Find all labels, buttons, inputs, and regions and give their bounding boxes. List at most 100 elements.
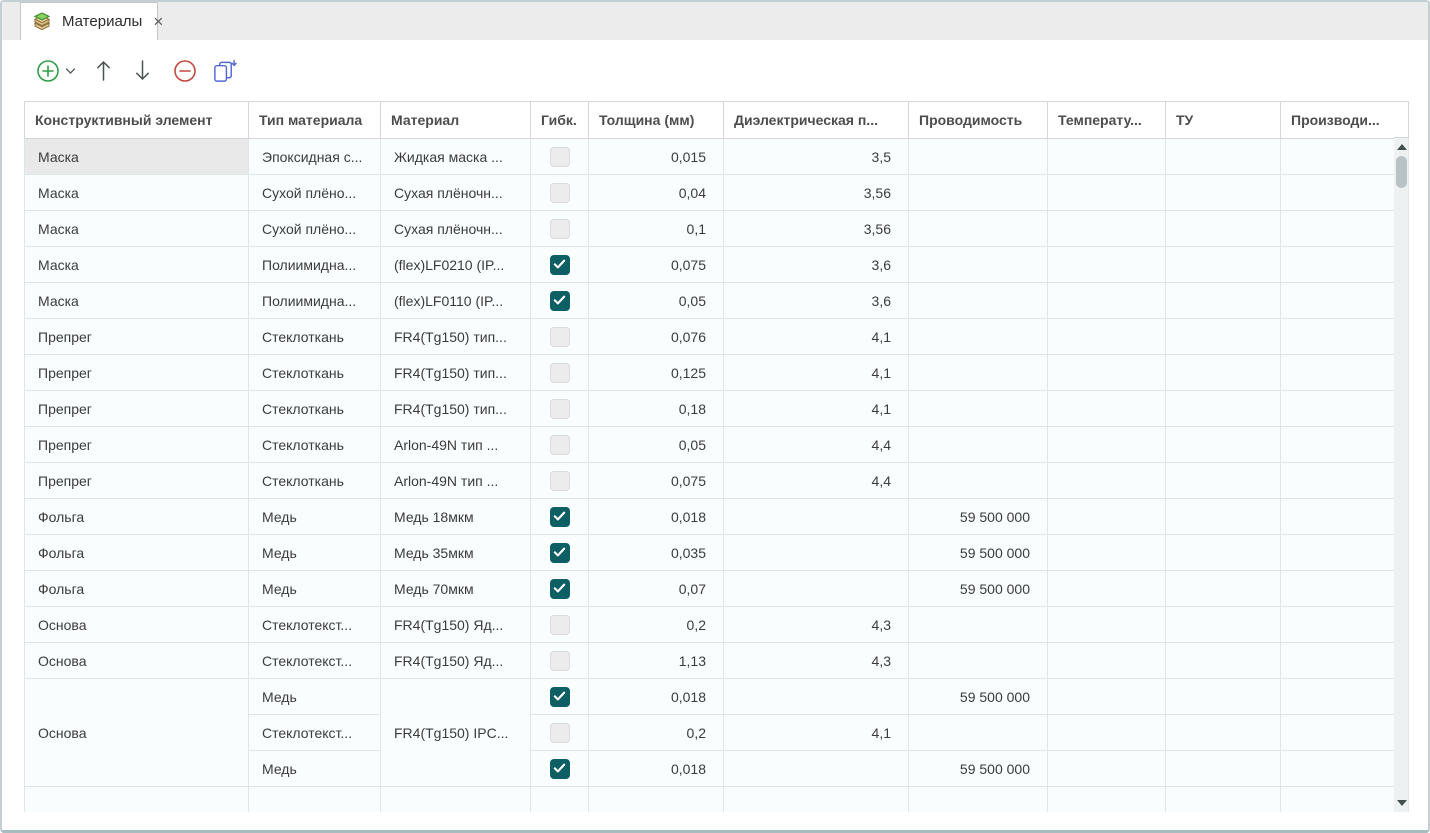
column-header-thickness[interactable]: Толщина (мм) [589,102,724,139]
cell-flex[interactable] [531,247,589,283]
cell-material_type[interactable]: Сухой плёно... [249,211,381,247]
cell-temperature[interactable] [1048,283,1166,319]
cell-flex[interactable] [531,175,589,211]
table-row[interactable]: МаскаСухой плёно...Сухая плёночн...0,13,… [25,211,1395,247]
cell-conductivity[interactable] [909,355,1048,391]
cell-flex[interactable] [531,787,589,813]
cell-element[interactable]: Фольга [25,535,249,571]
cell-dielectric[interactable]: 4,4 [724,427,909,463]
cell-dielectric[interactable] [724,571,909,607]
scroll-down-button[interactable] [1394,796,1409,810]
duplicate-button[interactable] [212,58,237,84]
cell-material_type[interactable]: Стеклоткань [249,319,381,355]
cell-dielectric[interactable]: 4,4 [724,463,909,499]
cell-temperature[interactable] [1048,391,1166,427]
table-row[interactable]: ФольгаМедьМедь 35мкм0,03559 500 000 [25,535,1395,571]
table-row[interactable]: ПрепрегСтеклотканьArlon-49N тип ...0,075… [25,463,1395,499]
cell-tu[interactable] [1166,643,1281,679]
move-down-button[interactable] [134,58,151,84]
cell-dielectric[interactable] [724,751,909,787]
cell-tu[interactable] [1166,607,1281,643]
cell-thickness[interactable]: 0,2 [589,715,724,751]
cell-material_type[interactable] [249,787,381,813]
table-row[interactable]: ФольгаМедьМедь 18мкм0,01859 500 000 [25,499,1395,535]
cell-element[interactable]: Препрег [25,355,249,391]
add-button[interactable] [36,58,60,84]
cell-dielectric[interactable]: 4,3 [724,643,909,679]
cell-manufacturer[interactable] [1281,787,1395,813]
cell-tu[interactable] [1166,427,1281,463]
cell-manufacturer[interactable] [1281,535,1395,571]
cell-dielectric[interactable]: 3,6 [724,247,909,283]
cell-manufacturer[interactable] [1281,715,1395,751]
cell-material_type[interactable]: Медь [249,571,381,607]
table-row[interactable]: ОсноваСтеклотекст...FR4(Tg150) Яд...0,24… [25,607,1395,643]
flex-checkbox[interactable] [550,435,570,455]
cell-flex[interactable] [531,283,589,319]
cell-material[interactable]: Сухая плёночн... [381,211,531,247]
cell-conductivity[interactable] [909,283,1048,319]
cell-temperature[interactable] [1048,571,1166,607]
vertical-scrollbar[interactable] [1394,138,1409,812]
column-header-tu[interactable]: ТУ [1166,102,1281,139]
cell-material_type[interactable]: Медь [249,751,381,787]
cell-temperature[interactable] [1048,355,1166,391]
cell-dielectric[interactable] [724,499,909,535]
cell-thickness[interactable]: 0,018 [589,679,724,715]
cell-flex[interactable] [531,355,589,391]
cell-temperature[interactable] [1048,499,1166,535]
add-options-button[interactable] [65,58,76,84]
cell-dielectric[interactable]: 3,56 [724,175,909,211]
table-row[interactable]: МаскаПолиимидна...(flex)LF0110 (IP...0,0… [25,283,1395,319]
cell-material[interactable]: FR4(Tg150) тип... [381,319,531,355]
cell-element[interactable]: Основа [25,643,249,679]
cell-conductivity[interactable]: 59 500 000 [909,535,1048,571]
cell-dielectric[interactable] [724,787,909,813]
cell-flex[interactable] [531,499,589,535]
cell-tu[interactable] [1166,391,1281,427]
flex-checkbox[interactable] [550,507,570,527]
flex-checkbox[interactable] [550,363,570,383]
cell-tu[interactable] [1166,463,1281,499]
cell-thickness[interactable] [589,787,724,813]
cell-material[interactable]: FR4(Tg150) Яд... [381,643,531,679]
cell-material[interactable]: Сухая плёночн... [381,175,531,211]
cell-conductivity[interactable] [909,247,1048,283]
cell-thickness[interactable]: 0,04 [589,175,724,211]
cell-flex[interactable] [531,391,589,427]
flex-checkbox[interactable] [550,579,570,599]
move-up-button[interactable] [95,58,112,84]
column-header-dielectric[interactable]: Диэлектрическая п... [724,102,909,139]
cell-tu[interactable] [1166,319,1281,355]
table-row-partial[interactable] [25,787,1395,813]
scroll-up-button[interactable] [1394,140,1409,154]
cell-conductivity[interactable] [909,463,1048,499]
cell-material[interactable]: FR4(Tg150) Яд... [381,607,531,643]
cell-manufacturer[interactable] [1281,643,1395,679]
cell-element[interactable]: Основа [25,679,249,787]
cell-element[interactable] [25,787,249,813]
cell-conductivity[interactable] [909,715,1048,751]
cell-tu[interactable] [1166,499,1281,535]
table-row[interactable]: МаскаПолиимидна...(flex)LF0210 (IP...0,0… [25,247,1395,283]
flex-checkbox[interactable] [550,219,570,239]
remove-button[interactable] [173,58,197,84]
cell-thickness[interactable]: 0,07 [589,571,724,607]
cell-manufacturer[interactable] [1281,283,1395,319]
cell-dielectric[interactable]: 3,6 [724,283,909,319]
cell-tu[interactable] [1166,715,1281,751]
cell-tu[interactable] [1166,355,1281,391]
cell-material[interactable]: Медь 35мкм [381,535,531,571]
table-row[interactable]: МаскаСухой плёно...Сухая плёночн...0,043… [25,175,1395,211]
table-row[interactable]: ПрепрегСтеклотканьFR4(Tg150) тип...0,076… [25,319,1395,355]
cell-temperature[interactable] [1048,787,1166,813]
cell-tu[interactable] [1166,211,1281,247]
cell-flex[interactable] [531,463,589,499]
cell-thickness[interactable]: 1,13 [589,643,724,679]
cell-material[interactable]: FR4(Tg150) тип... [381,391,531,427]
cell-material[interactable]: Arlon-49N тип ... [381,463,531,499]
flex-checkbox[interactable] [550,399,570,419]
cell-material_type[interactable]: Стеклотекст... [249,715,381,751]
cell-dielectric[interactable]: 4,1 [724,319,909,355]
cell-tu[interactable] [1166,751,1281,787]
